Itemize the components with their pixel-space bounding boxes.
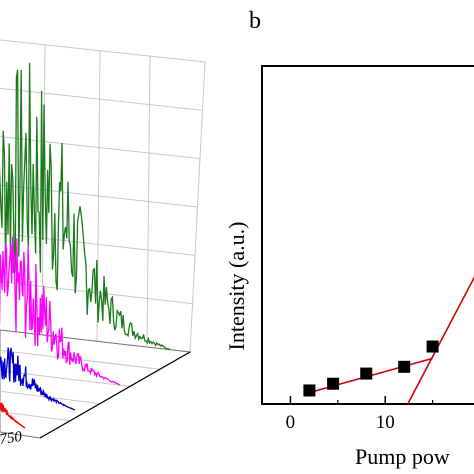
floor-axis bbox=[39, 351, 191, 439]
plot-frame bbox=[261, 65, 474, 405]
back-gridline-h bbox=[0, 87, 203, 111]
waterfall-series bbox=[0, 62, 171, 429]
data-point bbox=[426, 340, 439, 353]
back-gridline-h bbox=[0, 136, 201, 160]
back-gridline-h bbox=[0, 232, 196, 256]
x-tick-label: 0 bbox=[286, 412, 296, 433]
panel-label-b: b bbox=[249, 8, 261, 34]
x-tick-label: 10 bbox=[376, 412, 395, 433]
spectrum-series bbox=[0, 62, 171, 351]
scatter-panel: b 0 10 Intensity (a.u.) Pump pow bbox=[224, 8, 474, 469]
waterfall-panel: 750 bbox=[0, 39, 206, 448]
waterfall-grid bbox=[0, 39, 206, 439]
waterfall-x-tick: 750 bbox=[0, 429, 23, 448]
spectrum-series bbox=[0, 402, 26, 429]
fit-line bbox=[406, 276, 474, 404]
x-axis-ticks: 0 10 bbox=[286, 396, 434, 433]
data-point bbox=[327, 377, 340, 390]
y-axis-label: Intensity (a.u.) bbox=[224, 222, 249, 351]
spectrum-series bbox=[0, 347, 76, 411]
plot-border bbox=[261, 65, 474, 405]
x-axis-label: Pump pow bbox=[355, 444, 450, 469]
data-points bbox=[303, 340, 439, 397]
spectrum-series bbox=[0, 236, 121, 386]
data-point bbox=[398, 360, 411, 373]
data-point bbox=[303, 384, 316, 397]
fit-lines bbox=[304, 276, 474, 404]
floor-gridline bbox=[0, 411, 71, 422]
data-point bbox=[360, 367, 373, 380]
floor-gridline bbox=[0, 370, 131, 387]
